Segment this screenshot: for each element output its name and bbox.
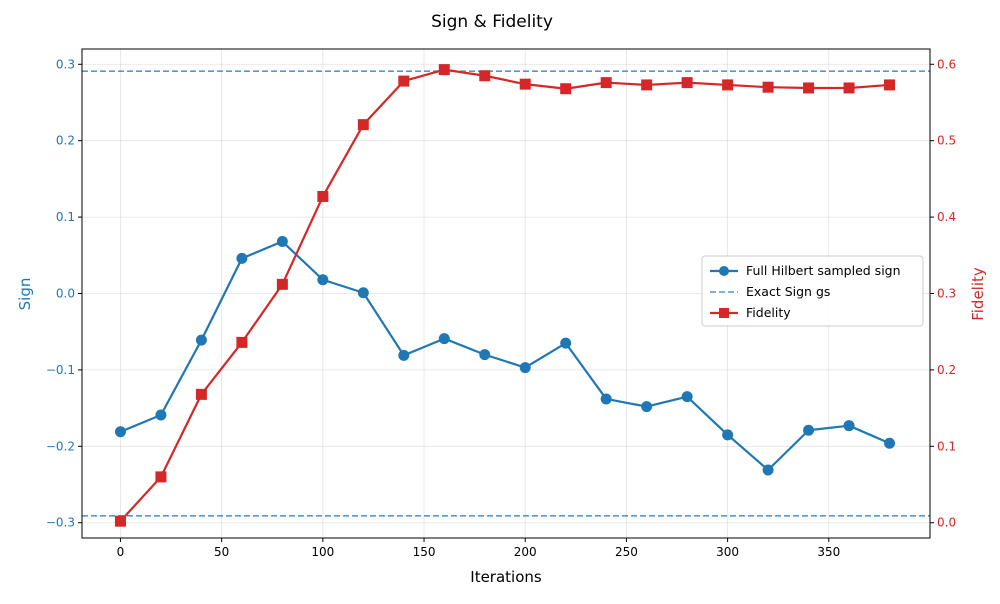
- data-point: [276, 236, 288, 248]
- data-point: [884, 79, 896, 91]
- series-line-1: [119, 68, 890, 522]
- legend-label: Exact Sign gs: [746, 284, 830, 299]
- data-point: [479, 70, 491, 82]
- legend-swatch-marker: [719, 308, 729, 318]
- data-point: [560, 337, 572, 349]
- data-point: [438, 64, 450, 76]
- y-left-tick-label: −0.2: [46, 439, 75, 453]
- data-point: [155, 471, 167, 483]
- y-left-tick-label: 0.2: [56, 134, 75, 148]
- x-tick-label: 350: [817, 545, 840, 559]
- y-left-tick-label: −0.1: [46, 363, 75, 377]
- y-right-tick-label: 0.6: [937, 57, 956, 71]
- series-line-0: [120, 240, 890, 472]
- data-point: [600, 393, 612, 405]
- data-point: [681, 77, 693, 89]
- series-1: [114, 64, 896, 527]
- y-right-tick-label: 0.5: [937, 134, 956, 148]
- legend-item-2: Fidelity: [710, 305, 791, 320]
- y-axis-left-label: Sign: [16, 278, 34, 311]
- legend-item-0: Full Hilbert sampled sign: [710, 263, 901, 278]
- x-tick-label: 100: [311, 545, 334, 559]
- y-right-tick-label: 0.2: [937, 363, 956, 377]
- x-tick-label: 50: [214, 545, 229, 559]
- y-right-tick-label: 0.3: [937, 287, 956, 301]
- data-point: [398, 349, 410, 361]
- data-point: [722, 429, 734, 441]
- x-tick-label: 150: [413, 545, 436, 559]
- chart-title: Sign & Fidelity: [431, 12, 553, 32]
- legend-label: Fidelity: [746, 305, 791, 320]
- data-point: [236, 252, 248, 264]
- y-right-tick-label: 0.1: [937, 439, 956, 453]
- legend-swatch-marker: [719, 266, 729, 276]
- data-point: [803, 82, 815, 94]
- y-left-tick-label: 0.3: [56, 57, 75, 71]
- data-point: [762, 464, 774, 476]
- axes-layer: 0 50 100 150 200 250 300 350 −0.3 −0.2 −0.1 0.0 0.1 0…: [46, 48, 956, 559]
- y-left-tick-label: 0.0: [56, 287, 75, 301]
- x-tick-label: 250: [615, 545, 638, 559]
- data-point: [843, 82, 855, 94]
- y-right-tick-label: 0.4: [937, 210, 956, 224]
- reference-lines: [82, 70, 930, 517]
- legend-item-1: Exact Sign gs: [710, 284, 830, 299]
- legend-label: Full Hilbert sampled sign: [746, 263, 901, 278]
- data-point: [519, 362, 531, 374]
- data-point: [560, 83, 572, 95]
- data-point: [479, 349, 491, 361]
- x-tick-label: 300: [716, 545, 739, 559]
- data-point: [722, 79, 734, 91]
- data-point: [681, 391, 693, 403]
- data-point: [357, 287, 369, 299]
- data-point: [276, 278, 288, 290]
- data-point: [195, 334, 207, 346]
- data-point: [519, 78, 531, 90]
- legend-box: [701, 255, 924, 327]
- y-left-tick-label: 0.1: [56, 210, 75, 224]
- x-tick-label: 200: [514, 545, 537, 559]
- data-point: [236, 336, 248, 348]
- data-point: [762, 81, 774, 93]
- data-point: [641, 79, 653, 91]
- series-layer: [114, 64, 896, 527]
- data-point: [600, 77, 612, 89]
- data-point: [357, 119, 369, 131]
- data-point: [803, 424, 815, 436]
- y-right-tick-label: 0.0: [937, 516, 956, 530]
- data-point: [317, 190, 329, 202]
- data-point: [398, 75, 410, 87]
- data-point: [641, 401, 653, 413]
- y-left-tick-label: −0.3: [46, 516, 75, 530]
- data-point: [843, 420, 855, 432]
- y-axis-right-label: Fidelity: [969, 267, 987, 321]
- data-point: [317, 274, 329, 286]
- data-point: [438, 333, 450, 345]
- data-point: [884, 437, 896, 449]
- data-point: [114, 515, 126, 527]
- legend: Full Hilbert sampled sign Exact Sign gs Fi…: [701, 255, 924, 327]
- x-axis-label: Iterations: [470, 568, 542, 586]
- x-tick-label: 0: [117, 545, 125, 559]
- series-0: [114, 236, 896, 476]
- data-point: [114, 426, 126, 438]
- data-point: [155, 409, 167, 421]
- data-point: [195, 388, 207, 400]
